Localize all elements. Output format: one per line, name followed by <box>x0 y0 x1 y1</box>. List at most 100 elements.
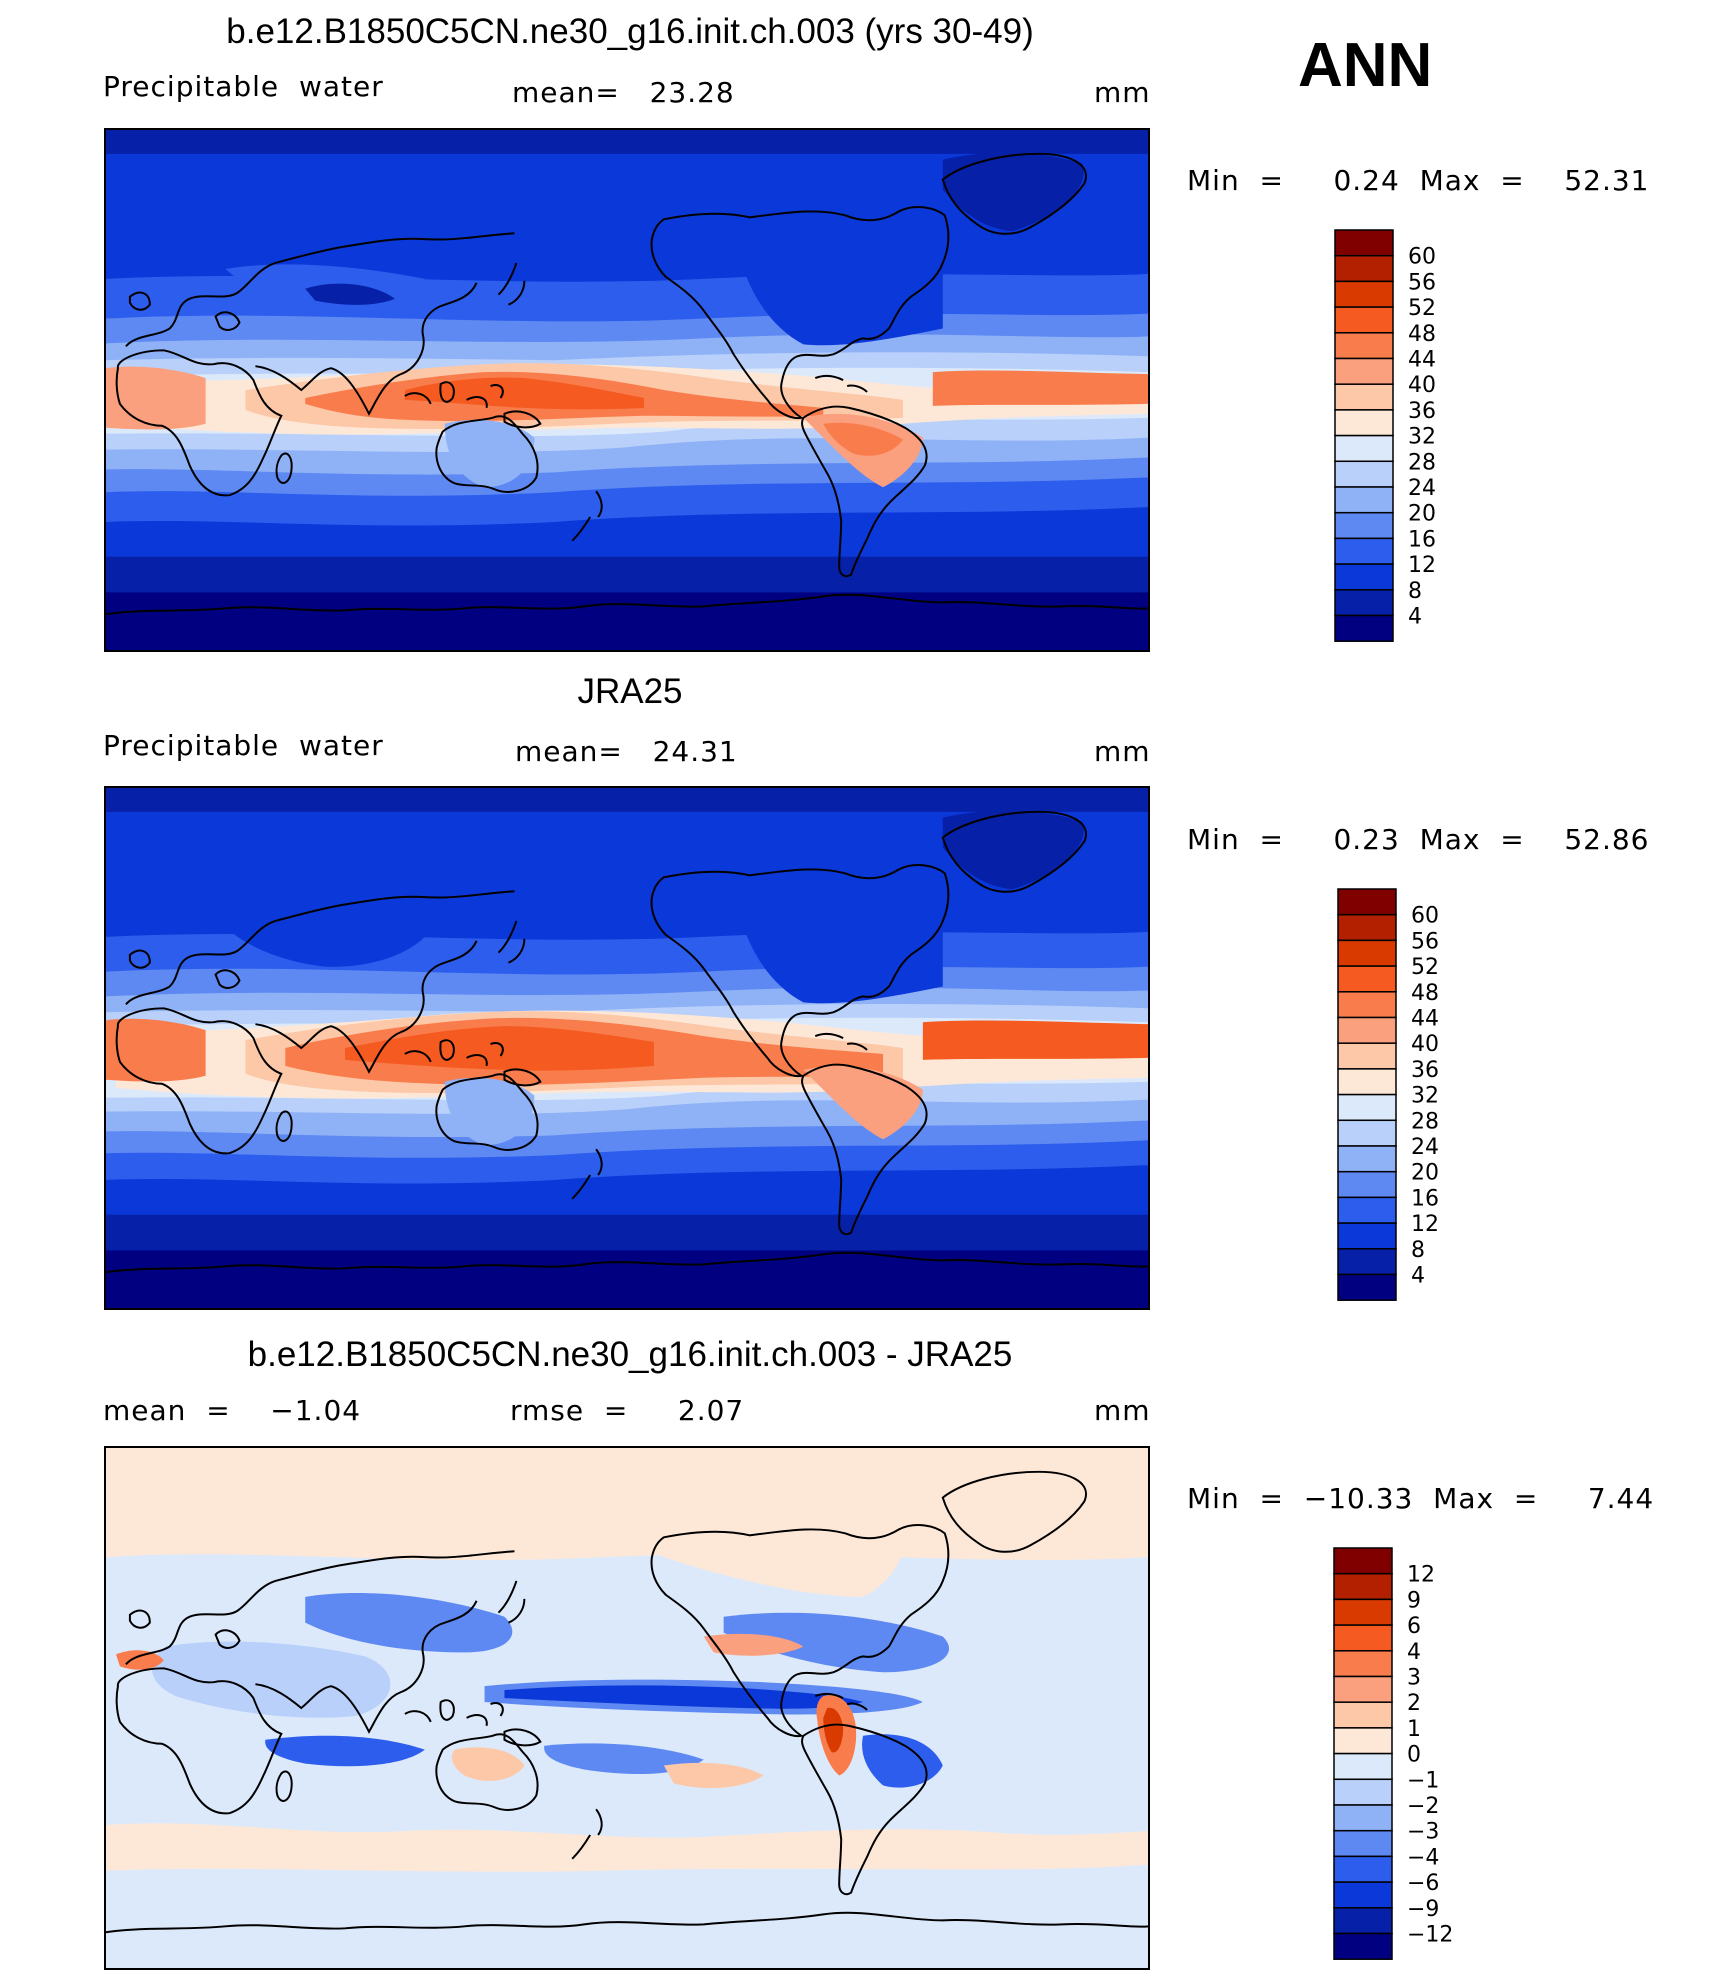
colorbar-swatch <box>1333 1624 1393 1652</box>
panel-1-map <box>104 128 1150 652</box>
colorbar-swatch <box>1333 1701 1393 1729</box>
colorbar-swatch <box>1334 280 1394 308</box>
colorbar-tick-label: 36 <box>1411 1058 1439 1083</box>
colorbar-tick-label: 48 <box>1411 981 1439 1006</box>
colorbar-swatch <box>1333 1572 1393 1601</box>
panel-2-units: mm <box>1094 735 1151 768</box>
colorbar-tick-label: 4 <box>1408 605 1422 630</box>
colorbar-swatch <box>1333 1804 1393 1832</box>
colorbar-tick-label: 24 <box>1411 1135 1439 1160</box>
panel-1-colorbar: 60 56 52 48 44 40 36 32 28 24 20 16 12 8 4 <box>1334 229 1474 645</box>
colorbar-swatch <box>1337 939 1397 967</box>
colorbar-swatch <box>1334 229 1394 257</box>
colorbar-swatch <box>1334 511 1394 540</box>
panel-3-colorbar: 12 9 6 4 3 2 1 0 −1 −2 −3 −4 −6 −9 −12 <box>1333 1547 1473 1963</box>
colorbar-tick-label: 40 <box>1408 373 1436 398</box>
precipitable-water-difference-map <box>106 1448 1148 1968</box>
panel-2-title: JRA25 <box>577 672 683 711</box>
colorbar-tick-label: 0 <box>1407 1743 1421 1768</box>
colorbar-swatch <box>1337 1016 1397 1044</box>
colorbar-tick-label: 56 <box>1408 270 1436 295</box>
colorbar-tick-label: 52 <box>1411 955 1439 980</box>
colorbar-swatch <box>1334 254 1394 283</box>
colorbar-swatch <box>1333 1598 1393 1626</box>
colorbar-swatch <box>1337 1196 1397 1224</box>
panel-3-map <box>104 1446 1150 1970</box>
colorbar-swatch <box>1334 383 1394 411</box>
colorbar-tick-label: 6 <box>1407 1614 1421 1639</box>
panel-3-units: mm <box>1094 1394 1151 1427</box>
colorbar-tick-label: 56 <box>1411 929 1439 954</box>
colorbar-tick-label: 44 <box>1408 348 1436 373</box>
colorbar-swatch <box>1337 913 1397 942</box>
colorbar-tick-label: 28 <box>1411 1109 1439 1134</box>
colorbar-swatch <box>1337 965 1397 993</box>
panel-1-units: mm <box>1094 76 1151 109</box>
panel-3-mean: mean = −1.04 <box>103 1394 362 1427</box>
colorbar-tick-label: 40 <box>1411 1032 1439 1057</box>
panel-1-mean: mean= 23.28 <box>512 76 735 109</box>
colorbar-tick-label: 60 <box>1411 904 1439 929</box>
colorbar-swatch <box>1337 1093 1397 1122</box>
colorbar-tick-label: −2 <box>1407 1794 1439 1819</box>
colorbar-swatch <box>1333 1855 1393 1883</box>
colorbar-tick-label: −6 <box>1407 1871 1439 1896</box>
colorbar-swatch <box>1337 1273 1397 1301</box>
colorbar-swatch <box>1333 1650 1393 1678</box>
season-label: ANN <box>1298 31 1433 100</box>
colorbar-tick-label: 12 <box>1408 553 1436 578</box>
colorbar-swatch <box>1333 1727 1393 1755</box>
colorbar-swatch <box>1337 991 1397 1019</box>
panel-3-rmse: rmse = 2.07 <box>510 1394 745 1427</box>
colorbar-swatch <box>1334 460 1394 488</box>
colorbar-tick-label: 4 <box>1411 1264 1425 1289</box>
colorbar-tick-label: 9 <box>1407 1588 1421 1613</box>
colorbar-tick-label: 44 <box>1411 1007 1439 1032</box>
colorbar-swatch <box>1337 1042 1397 1070</box>
colorbar-swatch <box>1337 1222 1397 1250</box>
colorbar-tick-label: 60 <box>1408 245 1436 270</box>
colorbar-swatch <box>1333 1547 1393 1575</box>
colorbar-swatch <box>1333 1829 1393 1858</box>
colorbar-tick-label: 1 <box>1407 1717 1421 1742</box>
colorbar-tick-label: 52 <box>1408 296 1436 321</box>
colorbar-tick-label: 32 <box>1408 425 1436 450</box>
colorbar-swatch <box>1333 1778 1393 1806</box>
colorbar-swatch <box>1334 434 1394 463</box>
panel-2-map <box>104 786 1150 1310</box>
colorbar-swatch <box>1334 332 1394 360</box>
panel-2-mean: mean= 24.31 <box>515 735 738 768</box>
colorbar-swatch <box>1333 1752 1393 1781</box>
colorbar-tick-label: 16 <box>1408 527 1436 552</box>
colorbar-tick-label: 28 <box>1408 450 1436 475</box>
colorbar-swatch <box>1333 1675 1393 1703</box>
panel-2-minmax: Min = 0.23 Max = 52.86 <box>1187 823 1650 856</box>
colorbar-tick-label: 3 <box>1407 1666 1421 1691</box>
colorbar-tick-label: 48 <box>1408 322 1436 347</box>
colorbar-swatch <box>1334 537 1394 565</box>
colorbar-tick-label: −12 <box>1407 1923 1453 1948</box>
colorbar-swatch <box>1337 1119 1397 1147</box>
colorbar-tick-label: −3 <box>1407 1820 1439 1845</box>
colorbar-swatch <box>1334 306 1394 334</box>
colorbar-swatch <box>1334 486 1394 514</box>
colorbar-tick-label: 12 <box>1407 1563 1435 1588</box>
colorbar-swatch <box>1337 888 1397 916</box>
colorbar-tick-label: 32 <box>1411 1084 1439 1109</box>
panel-1-minmax: Min = 0.24 Max = 52.31 <box>1187 164 1650 197</box>
colorbar-tick-label: 4 <box>1407 1640 1421 1665</box>
colorbar-swatch <box>1334 409 1394 437</box>
colorbar-swatch <box>1334 589 1394 617</box>
colorbar-tick-label: 20 <box>1411 1161 1439 1186</box>
colorbar-tick-label: 2 <box>1407 1691 1421 1716</box>
panel-1-title: b.e12.B1850C5CN.ne30_g16.init.ch.003 (yr… <box>226 12 1034 51</box>
colorbar-swatch <box>1333 1881 1393 1909</box>
colorbar-swatch <box>1334 614 1394 642</box>
colorbar-tick-label: 16 <box>1411 1186 1439 1211</box>
colorbar-tick-label: 20 <box>1408 502 1436 527</box>
panel-3-minmax: Min = −10.33 Max = 7.44 <box>1187 1482 1655 1515</box>
panel-2-field-label: Precipitable water <box>103 729 384 762</box>
